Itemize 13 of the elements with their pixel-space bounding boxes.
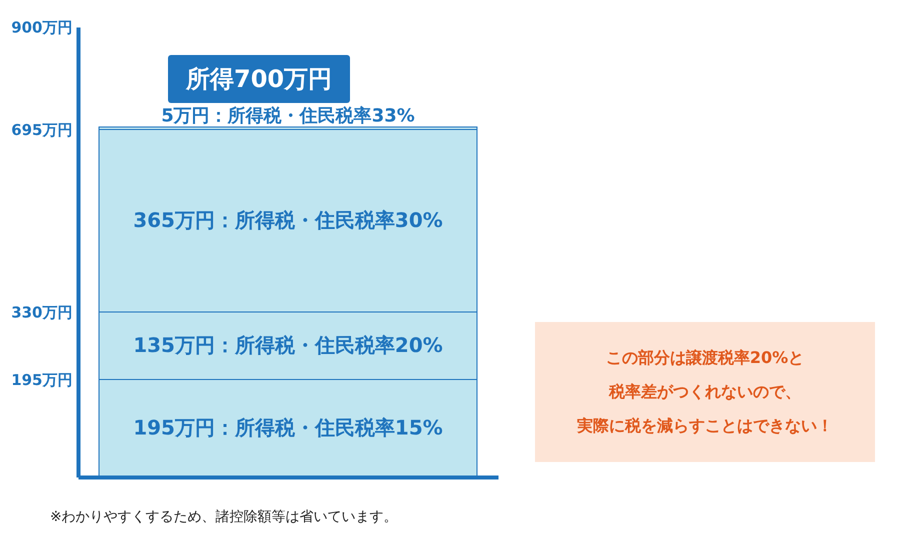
y-tick-label: 695万円: [11, 121, 72, 139]
text: この部分は譲渡税率20%と: [606, 347, 804, 369]
y-tick-label: 195万円: [11, 371, 72, 389]
data-label: 195万円：所得税・住民税率15%: [133, 415, 443, 440]
data-label: 5万円：所得税・住民税率33%: [161, 105, 415, 126]
y-tick-label: 900万円: [11, 18, 72, 36]
data-label: 135万円：所得税・住民税率20%: [133, 332, 443, 357]
text: 所得700万円: [168, 55, 350, 103]
text: 税率差がつくれないので、: [609, 381, 801, 403]
text: ※わかりやすくするため、諸控除額等は省いています。: [50, 508, 398, 526]
text: 実際に税を減らすことはできない！: [577, 415, 833, 437]
data-label: 365万円：所得税・住民税率30%: [133, 208, 443, 232]
y-tick-label: 330万円: [11, 304, 72, 322]
